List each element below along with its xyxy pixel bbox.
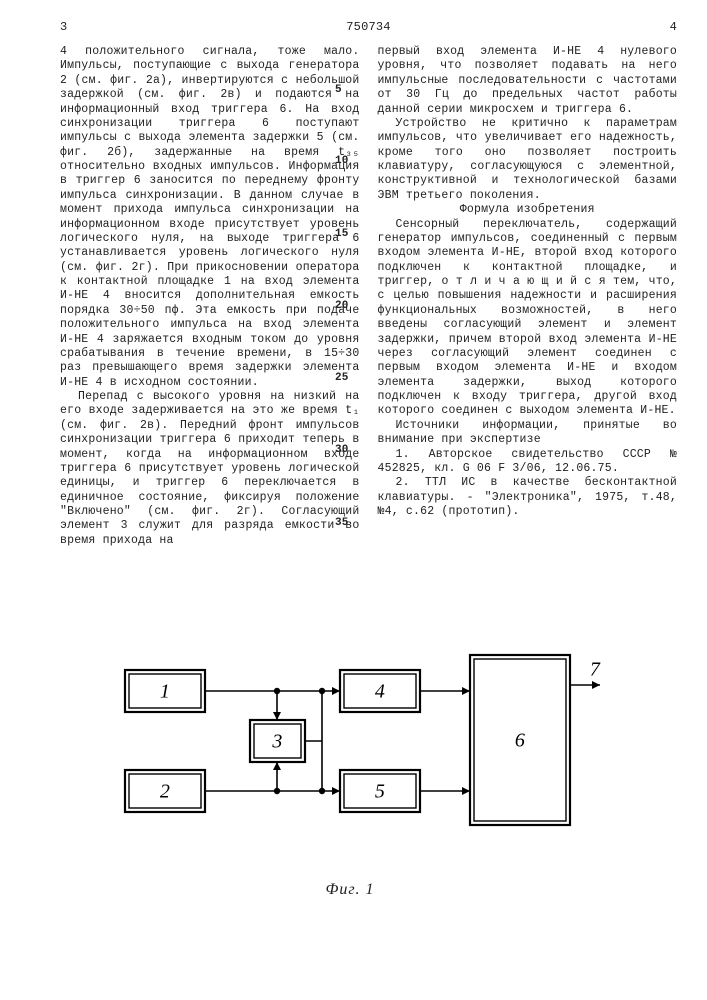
- right-page-num: 4: [670, 20, 677, 35]
- svg-text:2: 2: [160, 781, 170, 803]
- block-diagram-svg: 1 2 3 4 5 6 7: [90, 610, 610, 890]
- right-column: первый вход элемента И-НЕ 4 нулевого уро…: [378, 45, 678, 548]
- formula-title: Формула изобретения: [378, 203, 678, 217]
- sources-title: Источники информации, принятые во вниман…: [378, 419, 678, 448]
- right-para-1: первый вход элемента И-НЕ 4 нулевого уро…: [378, 45, 678, 117]
- line-num: 35: [335, 517, 349, 531]
- left-page-num: 3: [60, 20, 67, 35]
- svg-text:5: 5: [375, 781, 385, 803]
- left-column: 4 положительного сигнала, тоже мало. Имп…: [60, 45, 360, 548]
- left-para-2: Перепад с высокого уровня на низкий на е…: [60, 390, 360, 548]
- line-num: 30: [335, 444, 349, 458]
- text-columns: 4 положительного сигнала, тоже мало. Имп…: [60, 45, 677, 548]
- line-num: 10: [335, 155, 349, 169]
- line-num: 5: [335, 84, 342, 98]
- source-2: 2. ТТЛ ИС в качестве бесконтактной клави…: [378, 476, 678, 519]
- svg-text:7: 7: [590, 659, 601, 681]
- right-para-2: Устройство не критично к параметрам импу…: [378, 117, 678, 203]
- svg-text:1: 1: [160, 681, 170, 703]
- left-para-1: 4 положительного сигнала, тоже мало. Имп…: [60, 45, 360, 390]
- figure-1: 1234567 Фиг. 1: [90, 610, 610, 890]
- source-1: 1. Авторское свидетельство СССР № 452825…: [378, 448, 678, 477]
- line-num: 20: [335, 300, 349, 314]
- formula-text: Сенсорный переключатель, содержащий гене…: [378, 218, 678, 419]
- figure-caption: Фиг. 1: [326, 880, 375, 900]
- svg-text:6: 6: [515, 730, 525, 752]
- svg-text:4: 4: [375, 681, 385, 703]
- header-row: 3 750734 4: [60, 20, 677, 35]
- page: 3 750734 4 5 10 15 20 25 30 35 4 положит…: [0, 0, 707, 1000]
- line-num: 25: [335, 372, 349, 386]
- line-num: 15: [335, 228, 349, 242]
- doc-number: 750734: [346, 20, 390, 35]
- svg-text:3: 3: [271, 731, 282, 753]
